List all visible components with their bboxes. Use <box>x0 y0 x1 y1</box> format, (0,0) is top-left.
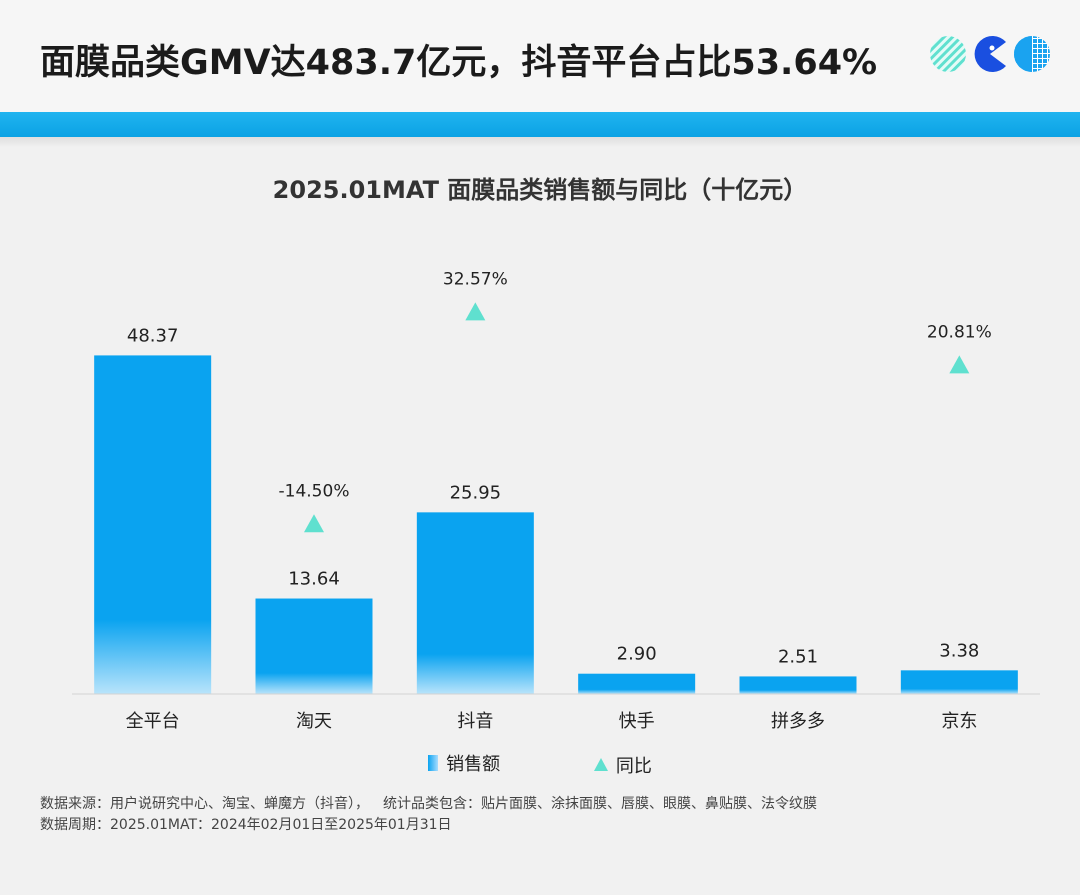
stripe-shadow <box>0 137 1080 147</box>
x-tick-label-2: 抖音 <box>457 711 493 732</box>
bar-3 <box>578 673 696 694</box>
legend-triangle-swatch <box>593 758 608 771</box>
bar-value-label-2: 25.95 <box>450 482 502 503</box>
legend: 销售额 同比 <box>0 750 1080 778</box>
yoy-label-5: 20.81% <box>927 322 992 342</box>
bar-value-label-1: 13.64 <box>288 569 340 590</box>
legend-label-sales: 销售额 <box>446 754 501 775</box>
bar-5 <box>900 670 1018 694</box>
x-tick-label-0: 全平台 <box>126 711 180 732</box>
chart-plot: 48.37 13.64 25.95 2.90 2.51 3.38 全平台 淘天 抖音 快手 拼多多… <box>72 269 1040 732</box>
bar-value-label-3: 2.90 <box>617 644 657 665</box>
bar-value-label-5: 3.38 <box>939 640 979 661</box>
bar-0 <box>94 355 212 694</box>
header: 面膜品类GMV达483.7亿元，抖音平台占比53.64% <box>0 0 1080 112</box>
legend-label-yoy: 同比 <box>615 755 652 777</box>
page-title: 面膜品类GMV达483.7亿元，抖音平台占比53.64% <box>40 43 878 83</box>
footnotes: 数据来源：用户说研究中心、淘宝、蝉魔方（抖音）， 统计品类包含：贴片面膜、涂抹面膜… <box>40 794 817 836</box>
scope-note: 统计品类包含：贴片面膜、涂抹面膜、唇膜、眼膜、鼻贴膜、法令纹膜 <box>383 796 817 812</box>
legend-bar-swatch <box>428 755 439 771</box>
yoy-label-2: 32.57% <box>443 269 508 289</box>
x-tick-label-1: 淘天 <box>296 711 332 732</box>
yoy-marker-2 <box>465 302 486 321</box>
legend-item-yoy: 同比 <box>593 752 652 778</box>
header-stripe <box>0 112 1080 137</box>
source-note: 数据来源：用户说研究中心、淘宝、蝉魔方（抖音）， <box>40 796 369 812</box>
x-tick-label-3: 快手 <box>619 711 655 732</box>
x-tick-label-4: 拼多多 <box>771 711 825 732</box>
period-note: 数据周期：2025.01MAT：2024年02月01日至2025年01月31日 <box>40 817 452 833</box>
bar-2 <box>416 512 534 694</box>
chart-title: 2025.01MAT 面膜品类销售额与同比（十亿元） <box>272 176 808 204</box>
bar-value-label-4: 2.51 <box>778 646 818 667</box>
yoy-marker-1 <box>304 514 324 533</box>
yoy-label-1: -14.50% <box>279 481 350 501</box>
bar-4 <box>739 676 857 694</box>
brand-logo-icon <box>930 36 1050 72</box>
yoy-marker-5 <box>949 355 970 374</box>
bar-value-label-0: 48.37 <box>127 325 179 346</box>
footnote-line-1: 数据来源：用户说研究中心、淘宝、蝉魔方（抖音）， 统计品类包含：贴片面膜、涂抹面膜… <box>40 794 817 815</box>
x-tick-label-5: 京东 <box>941 711 977 732</box>
legend-item-sales: 销售额 <box>428 750 500 776</box>
bar-1 <box>255 598 373 694</box>
